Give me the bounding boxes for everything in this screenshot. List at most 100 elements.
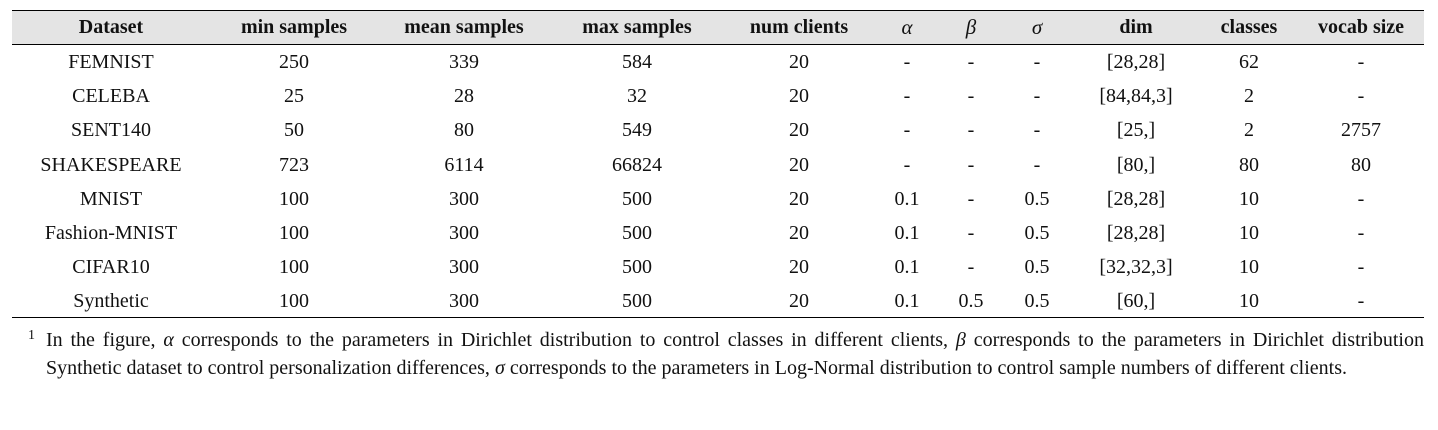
cell-vocab-size: - [1357,256,1365,279]
cell-max-samples: 549 [622,119,652,142]
cell-alpha: - [903,50,911,73]
cell-mean-samples: 300 [449,256,479,279]
cell-max-samples: 66824 [612,153,662,176]
table-row: Synthetic 100 300 500 20 0.1 0.5 0.5 [60,] 10- [12,285,1424,319]
cell-classes: 2 [1244,84,1254,107]
cell-max-samples: 500 [622,187,652,210]
cell-dataset: CIFAR10 [72,256,150,279]
cell-max-samples: 500 [550,285,724,319]
cell-mean-samples: 300 [449,187,479,210]
cell-min-samples: 25 [284,84,304,107]
cell-num-clients: 20 [789,119,809,142]
cell-num-clients: 20 [789,256,809,279]
cell-sigma: - [1033,119,1041,142]
cell-dim: [28,28] [1106,222,1166,245]
cell-mean-samples: 28 [454,84,474,107]
cell-sigma: 0.5 [1024,256,1050,279]
cell-beta: - [967,50,975,73]
cell-sigma: 0.5 [1024,187,1050,210]
cell-max-samples: 584 [622,50,652,73]
cell-min-samples: 100 [279,222,309,245]
cell-vocab-size: - [1357,222,1365,245]
cell-min-samples: 100 [279,256,309,279]
cell-num-clients: 20 [789,84,809,107]
cell-classes: 2 [1244,119,1254,142]
table-row: Fashion-MNIST 100 300 500 20 0.1 - 0.5 [28,28] 10… [12,216,1424,250]
table-row: CELEBA 25 28 32 20 - - - [84,84,3] 2 - [12,79,1424,113]
column-header-dataset: Dataset [78,16,144,38]
cell-beta: - [967,84,975,107]
cell-vocab-size: - [1357,187,1365,210]
cell-dim: [28,28] [1106,187,1166,210]
cell-min-samples: 50 [284,119,304,142]
cell-num-clients: 20 [789,153,809,176]
cell-sigma: - [1033,84,1041,107]
cell-num-clients: 20 [789,222,809,245]
footnote-sigma-symbol: σ [494,357,505,379]
cell-classes: 80 [1239,153,1259,176]
cell-vocab-size: 2757 [1341,119,1381,142]
cell-dim: [84,84,3] [1099,84,1173,107]
cell-vocab-size: 80 [1351,153,1371,176]
column-header-max-samples: max samples [582,16,692,38]
footnote-marker: 1 [28,328,35,343]
cell-vocab-size: - [1357,84,1365,107]
footnote-part-3: corresponds to the parameters in Dirichl… [46,329,1424,379]
cell-alpha: 0.1 [894,256,920,279]
table-header-row: Dataset min samples mean samples max sam… [12,10,1424,45]
cell-mean-samples: 300 [449,222,479,245]
cell-sigma: - [1033,50,1041,73]
column-header-num-clients: num clients [749,16,849,38]
cell-dim: [25,] [1116,119,1156,142]
cell-num-clients: 20 [789,50,809,73]
cell-min-samples: 100 [210,285,378,319]
cell-mean-samples: 300 [378,285,550,319]
cell-dim: [80,] [1116,153,1156,176]
cell-num-clients: 20 [789,187,809,210]
cell-alpha: 0.1 [894,187,920,210]
table-body: FEMNIST 2 50 339 584 20 - - - [28,28] 62 - CELEBA 25 2… [12,45,1424,319]
footnote-part-4: corresponds to the parameters in Log-Nor… [504,357,1348,379]
cell-dim: [60,] [1072,285,1200,319]
cell-mean-samples: 80 [454,119,474,142]
cell-max-samples: 500 [622,256,652,279]
column-header-sigma: σ [1031,15,1043,39]
column-header-classes: classes [1220,16,1278,38]
cell-dataset: CELEBA [72,84,150,107]
cell-min-samples: 723 [279,153,309,176]
footnote-part-1: In the figure, [46,329,164,351]
cell-alpha: - [903,119,911,142]
cell-dataset: SHAKESPEARE [40,153,182,176]
cell-classes: 62 [1239,50,1259,73]
cell-sigma: 0.5 [1024,222,1050,245]
column-header-beta: β [965,15,977,39]
cell-mean-samples: 339 [449,50,479,73]
cell-sigma: - [1033,153,1041,176]
footnote-part-2: corresponds to the parameters in Dirichl… [173,329,956,351]
cell-alpha: - [903,153,911,176]
table-row: SENT140 50 80 549 20 - - - [25,] 2 2757 [12,114,1424,148]
table-row: SHAKESPEARE 723 6114 66824 20 - - - [80,] 80 80 [12,148,1424,182]
cell-alpha: 0.1 [894,222,920,245]
cell-dataset: MNIST [79,187,143,210]
table-row: CIFAR10 100 300 500 20 0.1 - 0.5 [32,32,3] 10 - [12,251,1424,285]
cell-alpha: 0.1 [874,285,940,319]
dataset-statistics-table-wrapper: Dataset min samples mean samples max sam… [12,10,1424,319]
cell-dim: [32,32,3] [1099,256,1173,279]
dataset-statistics-table: Dataset min samples mean samples max sam… [12,10,1424,319]
cell-classes: 10 [1200,285,1298,319]
cell-dataset: Synthetic [12,285,210,319]
cell-beta: - [967,256,975,279]
cell-beta: - [967,119,975,142]
cell-dataset: Fashion-MNIST [44,222,178,245]
table-footnote: 1 In the figure, α corresponds to the pa… [28,326,1424,382]
footnote-beta-symbol: β [955,329,966,351]
table-row: FEMNIST 250 339 584 20 - - - [28,28] 62 - [12,45,1424,80]
cell-dataset: FEMNIST [68,50,154,73]
cell-classes: 10 [1239,256,1259,279]
cell-num-clients: 20 [724,285,874,319]
cell-max-samples: 32 [627,84,647,107]
column-header-vocab-size: vocab size [1317,16,1405,38]
column-header-min-samples: min samples [240,16,348,38]
cell-dataset: SENT140 [71,119,151,142]
